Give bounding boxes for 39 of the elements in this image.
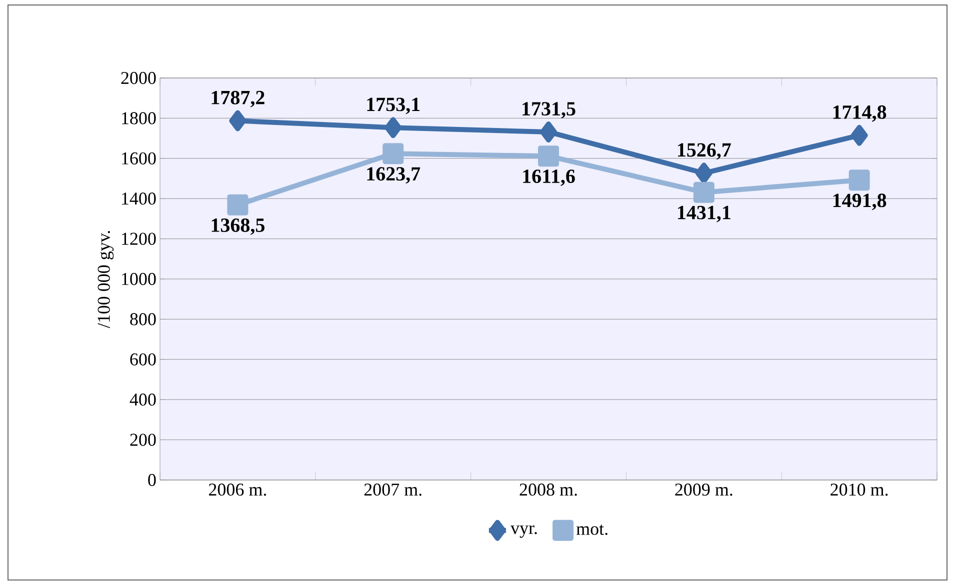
y-tick-label: 1400	[122, 192, 156, 205]
point	[384, 117, 402, 138]
y-tick-label: 800	[130, 313, 156, 326]
data-label: 1731,5	[522, 102, 576, 118]
y-tick-label: 1200	[122, 232, 156, 245]
legend-label: vyr.	[510, 525, 537, 538]
point	[693, 182, 714, 203]
y-tick-label: 400	[130, 394, 156, 406]
data-label: 1753,1	[367, 98, 420, 114]
point	[848, 170, 870, 191]
x-tick-label: 2009 m.	[675, 484, 732, 496]
y-tick-label: 200	[130, 434, 156, 446]
y-tick-label: 2000	[121, 72, 156, 84]
y-tick-label: 1600	[122, 152, 156, 164]
y-tick-label: 1800	[122, 112, 156, 124]
data-label: 1714,8	[833, 105, 886, 122]
point	[538, 146, 560, 167]
data-label: 1491,8	[833, 194, 886, 210]
point	[850, 124, 868, 146]
data-label: 1368,5	[212, 218, 264, 235]
x-tick-label: 2008 m.	[520, 484, 577, 496]
data-label: 1431,1	[678, 206, 730, 222]
point	[695, 162, 712, 184]
y-tick-label: 0	[148, 474, 156, 486]
y-axis-title: /100 000 gyv.	[98, 231, 114, 328]
legend-label: mot.	[576, 524, 608, 535]
x-tick-label: 2006 m.	[208, 484, 266, 496]
data-label: 1611,6	[523, 170, 575, 186]
point	[382, 143, 404, 164]
data-label: 1526,7	[678, 143, 731, 160]
data-label: 1787,2	[212, 90, 264, 108]
point	[540, 121, 558, 142]
point	[229, 110, 246, 132]
data-label: 1623,7	[367, 167, 420, 184]
point	[227, 194, 248, 216]
y-tick-label: 1000	[122, 272, 156, 286]
y-tick-label: 600	[130, 353, 156, 366]
x-tick-label: 2007 m.	[364, 484, 422, 496]
x-tick-label: 2010 m.	[830, 484, 888, 496]
